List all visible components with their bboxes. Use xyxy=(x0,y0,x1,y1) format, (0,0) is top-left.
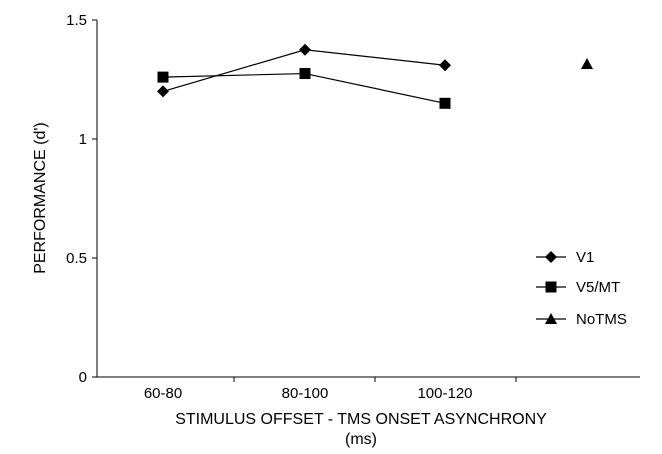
data-point-v5-mt xyxy=(439,97,451,109)
series-v5-mt xyxy=(157,68,451,109)
legend-item-notms: NoTMS xyxy=(536,311,627,328)
legend-label: NoTMS xyxy=(576,311,627,328)
data-point-v1 xyxy=(157,85,169,98)
legend-item-v5-mt: V5/MT xyxy=(536,279,620,296)
data-point-v1 xyxy=(439,59,451,72)
legend: V1 V5/MT NoTMS xyxy=(536,249,627,328)
legend-marker-v1 xyxy=(545,251,557,263)
y-tick-label: 0 xyxy=(79,369,87,386)
x-axis-unit: (ms) xyxy=(345,431,377,448)
y-tick-label: 0.5 xyxy=(66,250,87,267)
y-tick-label: 1 xyxy=(79,131,87,148)
data-point-notms xyxy=(581,58,593,70)
series-notms xyxy=(581,58,593,70)
y-axis-ticks: 0 0.5 1 1.5 xyxy=(66,12,97,386)
series-v1 xyxy=(157,43,451,98)
x-tick-label: 80-100 xyxy=(282,385,329,402)
legend-label: V5/MT xyxy=(576,279,620,296)
y-tick-label: 1.5 xyxy=(66,12,87,29)
axes xyxy=(96,20,640,378)
legend-item-v1: V1 xyxy=(536,249,594,266)
data-point-v5-mt xyxy=(157,71,169,83)
data-point-v1 xyxy=(299,43,311,56)
legend-marker-v5-mt xyxy=(545,281,557,293)
y-axis-title: PERFORMANCE (d') xyxy=(32,122,49,274)
x-tick-label: 60-80 xyxy=(144,385,182,402)
x-tick-label: 100-120 xyxy=(417,385,472,402)
series-layer xyxy=(157,43,593,109)
legend-label: V1 xyxy=(576,249,594,266)
legend-marker-notms xyxy=(545,313,557,324)
x-axis-ticks: 60-80 80-100 100-120 xyxy=(144,377,517,402)
x-axis-title: STIMULUS OFFSET - TMS ONSET ASYNCHRONY xyxy=(175,411,547,428)
data-point-v5-mt xyxy=(299,68,311,80)
